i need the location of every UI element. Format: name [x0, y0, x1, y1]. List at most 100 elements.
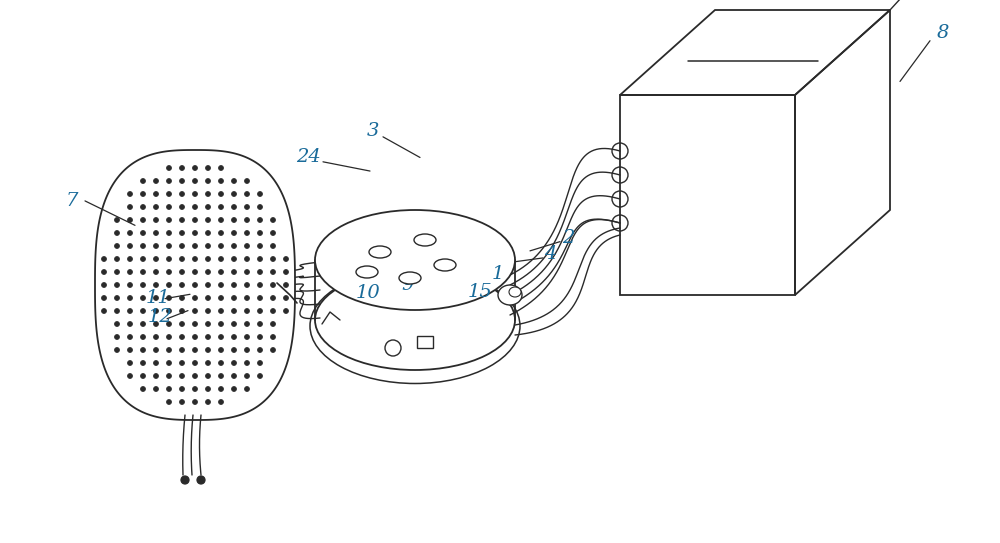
Ellipse shape [206, 400, 210, 405]
Ellipse shape [270, 243, 276, 249]
Ellipse shape [232, 308, 237, 313]
Ellipse shape [218, 387, 224, 392]
Ellipse shape [270, 269, 276, 275]
Ellipse shape [258, 334, 262, 339]
Ellipse shape [166, 205, 172, 210]
Ellipse shape [140, 387, 146, 392]
Ellipse shape [140, 282, 146, 287]
Ellipse shape [218, 308, 224, 313]
Ellipse shape [218, 374, 224, 378]
Text: 2: 2 [562, 229, 574, 247]
Ellipse shape [192, 192, 198, 197]
Ellipse shape [166, 282, 172, 287]
Ellipse shape [166, 243, 172, 249]
Text: 12: 12 [148, 307, 172, 326]
Ellipse shape [258, 321, 262, 326]
Ellipse shape [232, 243, 237, 249]
Ellipse shape [128, 295, 132, 300]
Ellipse shape [206, 334, 210, 339]
Ellipse shape [140, 230, 146, 236]
Ellipse shape [140, 205, 146, 210]
Text: 15: 15 [468, 283, 492, 301]
Ellipse shape [180, 361, 184, 365]
Ellipse shape [232, 230, 237, 236]
Ellipse shape [114, 321, 120, 326]
Ellipse shape [140, 243, 146, 249]
Ellipse shape [232, 282, 237, 287]
Ellipse shape [166, 400, 172, 405]
Ellipse shape [414, 234, 436, 246]
Ellipse shape [140, 295, 146, 300]
Ellipse shape [244, 334, 250, 339]
Ellipse shape [114, 269, 120, 275]
Ellipse shape [180, 243, 184, 249]
Ellipse shape [284, 256, 288, 262]
Ellipse shape [154, 218, 158, 223]
Ellipse shape [154, 361, 158, 365]
Text: 3: 3 [367, 122, 379, 141]
Ellipse shape [128, 282, 132, 287]
Ellipse shape [140, 361, 146, 365]
Ellipse shape [140, 218, 146, 223]
Ellipse shape [114, 230, 120, 236]
Ellipse shape [244, 374, 250, 378]
Ellipse shape [154, 192, 158, 197]
Ellipse shape [232, 321, 237, 326]
Ellipse shape [128, 321, 132, 326]
Text: 4: 4 [544, 245, 556, 263]
Ellipse shape [399, 272, 421, 284]
Ellipse shape [154, 269, 158, 275]
Ellipse shape [180, 179, 184, 184]
Ellipse shape [244, 308, 250, 313]
Ellipse shape [140, 192, 146, 197]
Ellipse shape [270, 256, 276, 262]
Ellipse shape [356, 266, 378, 278]
Ellipse shape [218, 230, 224, 236]
Ellipse shape [102, 308, 106, 313]
Ellipse shape [369, 246, 391, 258]
Ellipse shape [270, 218, 276, 223]
Ellipse shape [102, 256, 106, 262]
Ellipse shape [114, 243, 120, 249]
Ellipse shape [154, 282, 158, 287]
Ellipse shape [128, 192, 132, 197]
Ellipse shape [315, 270, 515, 370]
Ellipse shape [218, 269, 224, 275]
Ellipse shape [206, 205, 210, 210]
Ellipse shape [128, 334, 132, 339]
Ellipse shape [310, 268, 520, 383]
Ellipse shape [244, 218, 250, 223]
Ellipse shape [140, 374, 146, 378]
Ellipse shape [192, 400, 198, 405]
Ellipse shape [218, 179, 224, 184]
Ellipse shape [128, 374, 132, 378]
Text: 8: 8 [937, 23, 949, 42]
Ellipse shape [166, 166, 172, 171]
Ellipse shape [154, 295, 158, 300]
Ellipse shape [102, 269, 106, 275]
Ellipse shape [180, 166, 184, 171]
Ellipse shape [140, 179, 146, 184]
Ellipse shape [128, 256, 132, 262]
Ellipse shape [232, 361, 237, 365]
Ellipse shape [258, 295, 262, 300]
Ellipse shape [180, 269, 184, 275]
Ellipse shape [128, 308, 132, 313]
Ellipse shape [244, 243, 250, 249]
Ellipse shape [180, 321, 184, 326]
Ellipse shape [180, 192, 184, 197]
Ellipse shape [232, 334, 237, 339]
Ellipse shape [180, 348, 184, 352]
Ellipse shape [206, 192, 210, 197]
Ellipse shape [244, 321, 250, 326]
Ellipse shape [206, 166, 210, 171]
Ellipse shape [244, 387, 250, 392]
Ellipse shape [180, 282, 184, 287]
Ellipse shape [154, 256, 158, 262]
Ellipse shape [232, 269, 237, 275]
Text: 9: 9 [402, 276, 414, 294]
Ellipse shape [270, 295, 276, 300]
Ellipse shape [218, 361, 224, 365]
Ellipse shape [154, 243, 158, 249]
Ellipse shape [102, 295, 106, 300]
